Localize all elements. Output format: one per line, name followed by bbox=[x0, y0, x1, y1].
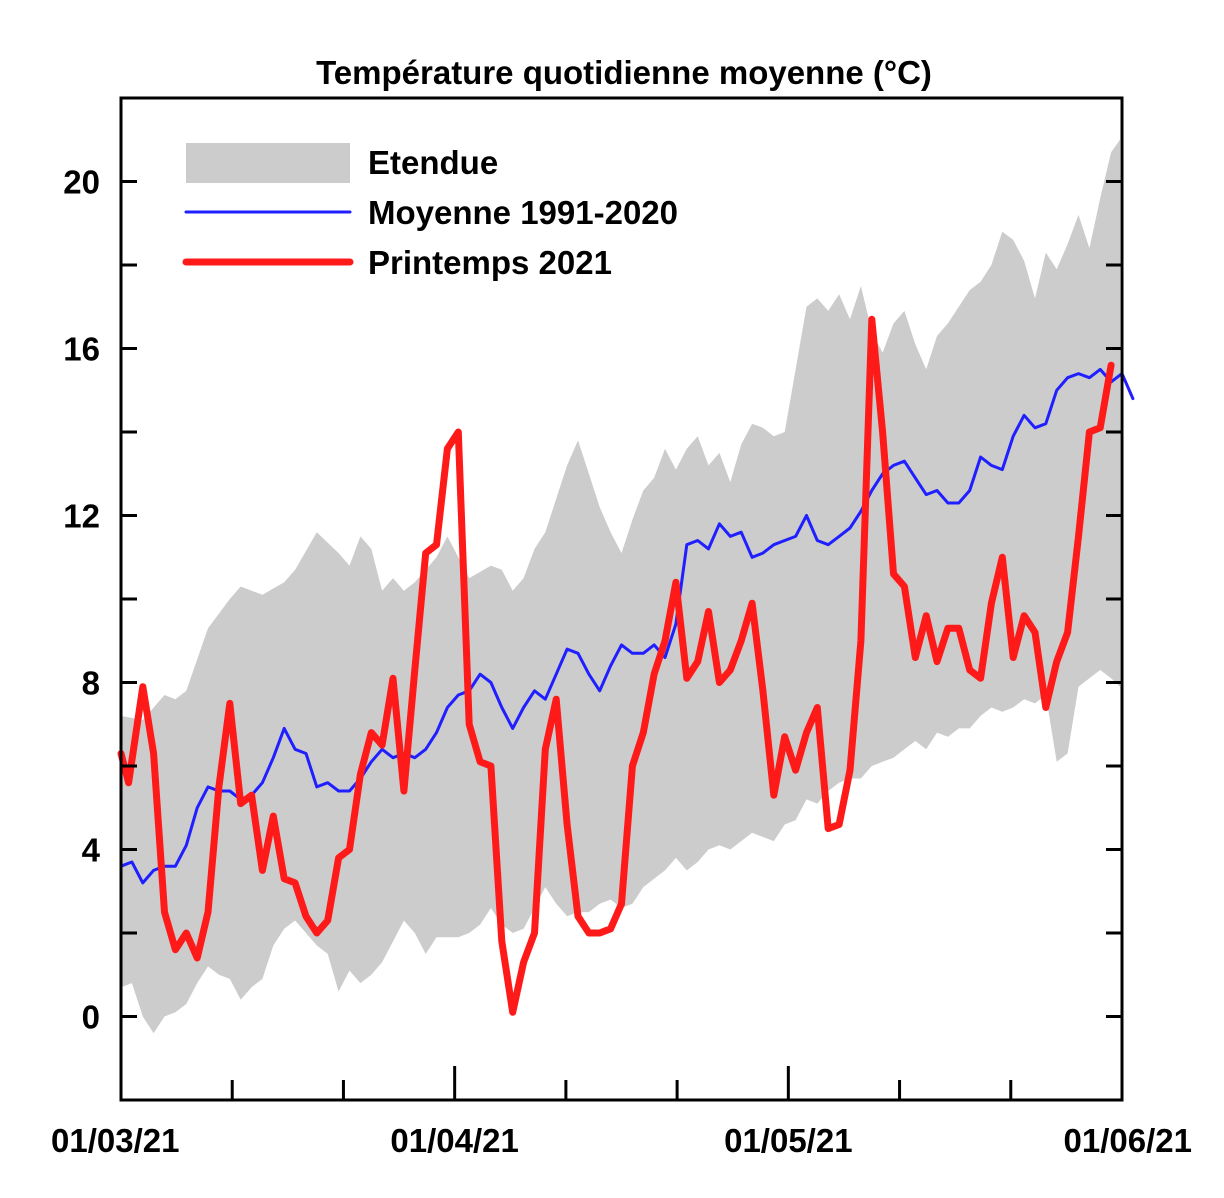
legend-swatch bbox=[186, 143, 350, 183]
x-tick-label: 01/04/21 bbox=[390, 1122, 518, 1159]
y-tick-label: 16 bbox=[63, 331, 100, 368]
y-tick-label: 8 bbox=[82, 665, 100, 702]
axes-layer: 0 4 8 12 16 20 01/03/21 01/04/21 01/05/21 01/06/2… bbox=[51, 96, 1192, 1159]
legend-label: Moyenne 1991-2020 bbox=[368, 194, 678, 231]
y-tick-label: 4 bbox=[82, 832, 101, 869]
series-layer bbox=[117, 315, 1135, 1016]
legend: Etendue Moyenne 1991-2020 Printemps 2021 bbox=[182, 143, 678, 281]
series-line-moyenne bbox=[119, 367, 1135, 885]
y-tick-label: 20 bbox=[63, 164, 100, 201]
chart-title: Température quotidienne moyenne (°C) bbox=[316, 54, 932, 91]
y-tick-label: 0 bbox=[82, 999, 100, 1036]
x-tick-label: 01/03/21 bbox=[51, 1122, 179, 1159]
series-line-printemps-2021 bbox=[117, 315, 1115, 1016]
legend-label: Etendue bbox=[368, 144, 498, 181]
legend-label: Printemps 2021 bbox=[368, 244, 612, 281]
x-tick-label: 01/06/21 bbox=[1064, 1122, 1192, 1159]
x-tick-label: 01/05/21 bbox=[724, 1122, 852, 1159]
y-tick-label: 12 bbox=[63, 498, 100, 535]
